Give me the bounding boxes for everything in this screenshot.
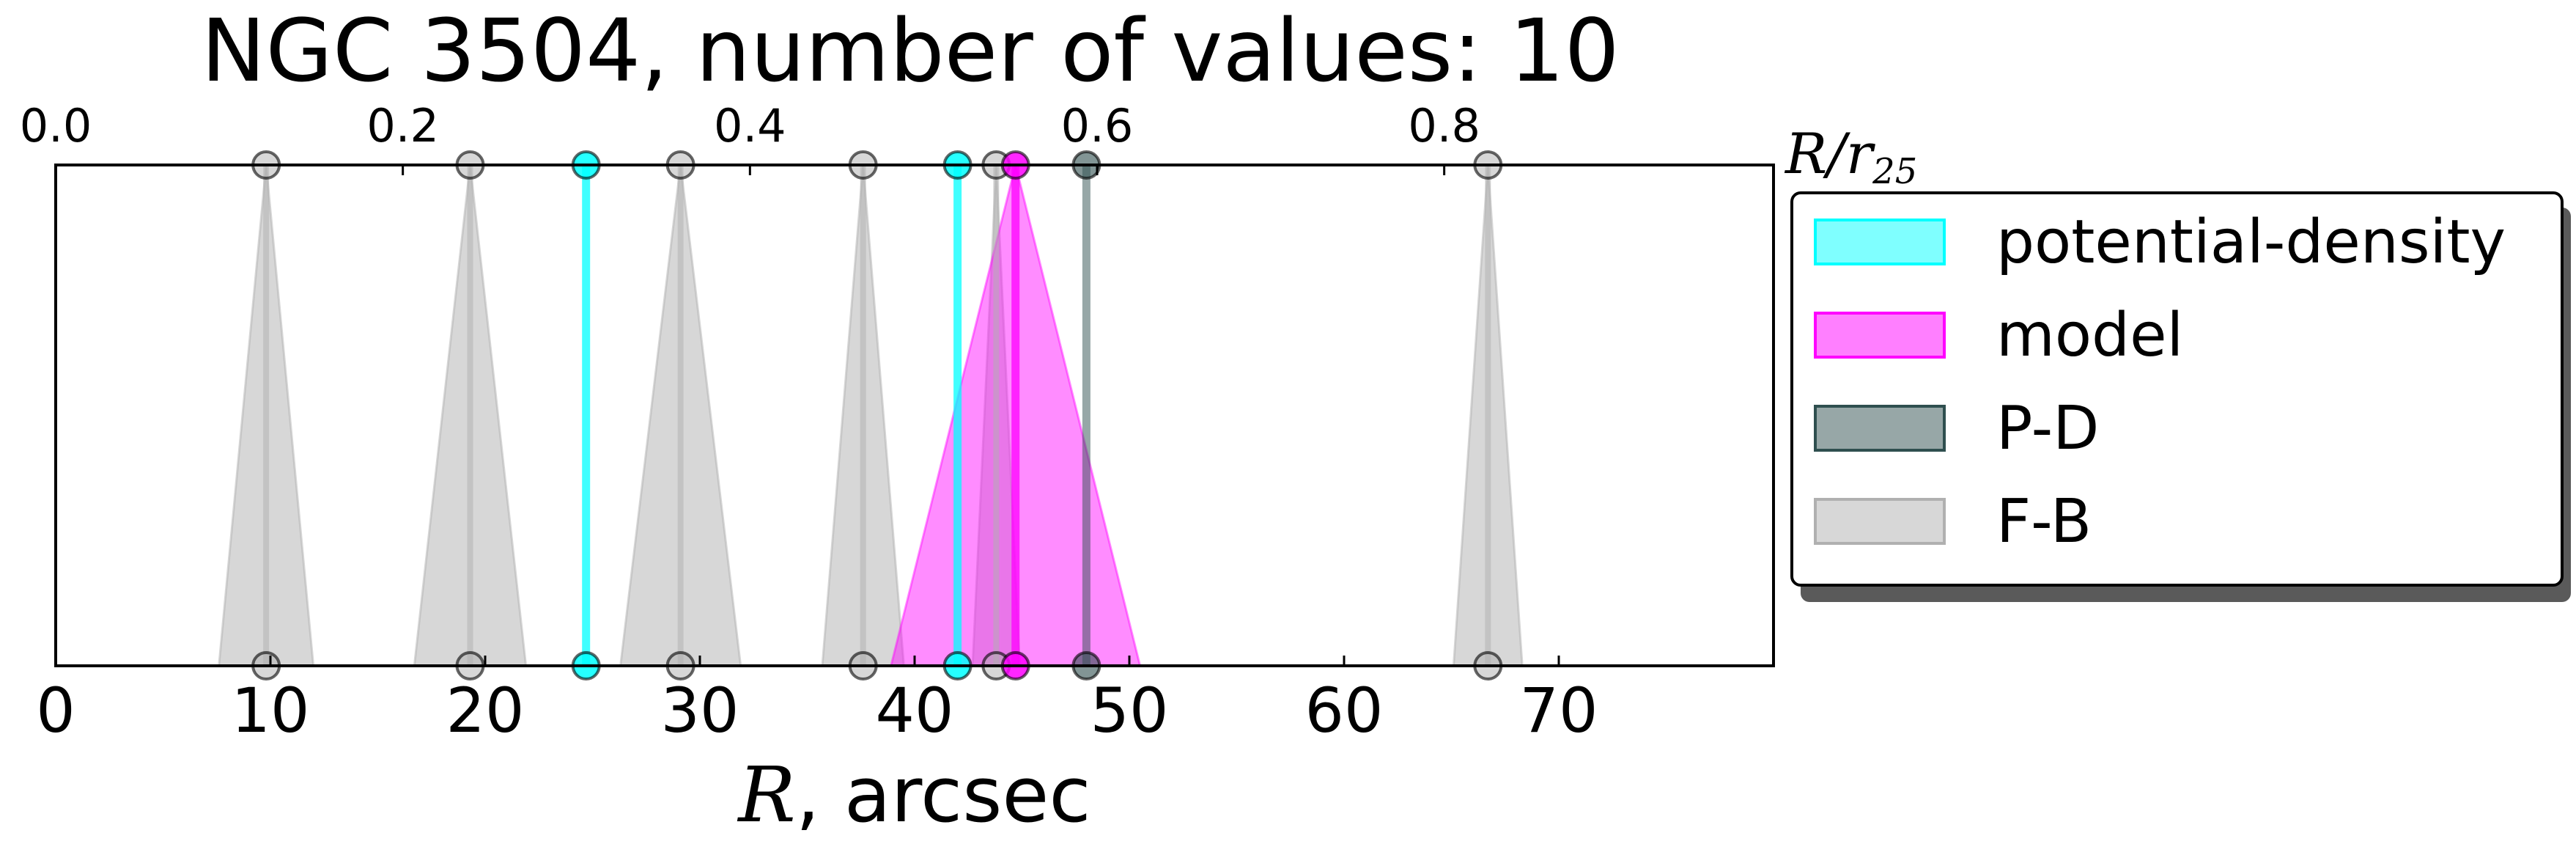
error-bands	[218, 164, 1524, 667]
legend-swatch-model	[1814, 312, 1946, 359]
top-tick-label: 0.8	[1408, 99, 1480, 153]
x-axis-bottom: 0 10 20 30 40 50 60 70	[36, 656, 1598, 746]
x-tick-label: 30	[661, 675, 739, 746]
top-axis-label-sub: 25	[1872, 151, 1917, 192]
legend-swatch-potential-density	[1814, 219, 1946, 265]
x-tick-label: 50	[1090, 675, 1169, 746]
x-tick-label: 70	[1520, 675, 1598, 746]
legend-box	[1790, 191, 2564, 587]
top-axis-label-var: R/r	[1784, 121, 1876, 186]
x-tick-label: 0	[36, 675, 75, 746]
x-tick-label: 20	[446, 675, 525, 746]
chart-title: NGC 3504, number of values: 10	[201, 0, 1619, 101]
legend: potential-density model P-D F-B	[1790, 191, 2571, 602]
legend-label-f-b: F-B	[1996, 487, 2092, 557]
legend-items: potential-density model P-D F-B	[1814, 208, 2506, 557]
x-tick-label: 60	[1305, 675, 1384, 746]
x-tick-label: 40	[876, 675, 954, 746]
x-axis-label-unit: , arcsec	[796, 750, 1091, 840]
top-tick-label: 0.4	[714, 99, 786, 153]
x-axis-label-var: R	[737, 750, 795, 840]
top-tick-label: 0.2	[366, 99, 439, 153]
legend-swatch-p-d	[1814, 405, 1946, 452]
top-tick-label: 0.6	[1061, 99, 1134, 153]
legend-label-model: model	[1996, 301, 2183, 370]
x-tick-label: 10	[232, 675, 310, 746]
legend-label-potential-density: potential-density	[1996, 208, 2506, 277]
legend-swatch-f-b	[1814, 498, 1946, 545]
x-axis-top: 0.0 0.2 0.4 0.6 0.8	[20, 99, 1480, 175]
value-lines	[263, 165, 1491, 666]
top-tick-label: 0.0	[20, 99, 92, 153]
top-axis-label: R/r25	[1784, 121, 1917, 192]
legend-label-p-d: P-D	[1996, 394, 2099, 463]
x-axis-label: R, arcsec	[737, 750, 1090, 840]
